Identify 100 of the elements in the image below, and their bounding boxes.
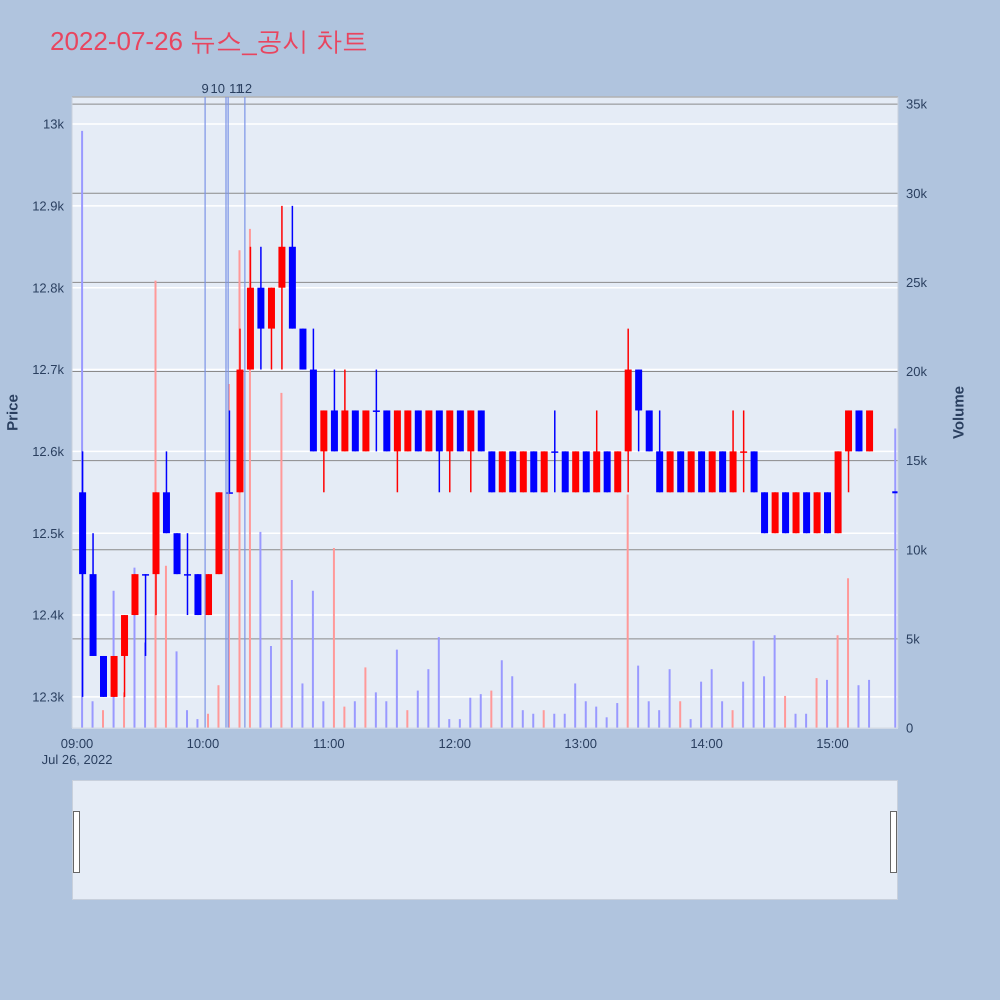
bar: [448, 719, 450, 728]
x-tick-label: 14:00: [690, 736, 723, 751]
bar: [312, 590, 314, 728]
bar: [123, 692, 126, 728]
bar: [637, 666, 640, 728]
bar: [364, 667, 366, 728]
bar: [616, 703, 618, 728]
bar: [301, 683, 304, 728]
bar: [92, 701, 94, 728]
bar: [186, 710, 188, 728]
x-tick-label: 10:00: [186, 736, 220, 751]
bar: [553, 714, 556, 728]
bar: [385, 701, 388, 728]
bar: [427, 669, 430, 728]
bar: [894, 428, 896, 728]
bar: [857, 685, 860, 728]
bar: [280, 392, 282, 728]
bar: [511, 676, 514, 728]
bar: [626, 494, 629, 728]
bar: [458, 719, 461, 728]
bar: [270, 646, 272, 728]
bar: [522, 710, 524, 728]
x-tick-label: 15:00: [816, 736, 849, 751]
candlestick: [551, 410, 558, 494]
bar: [564, 714, 566, 728]
bar: [144, 642, 146, 728]
bar: [396, 650, 398, 728]
bar: [406, 710, 408, 728]
bar: [648, 701, 650, 728]
bar: [542, 710, 545, 728]
x-tick-label: 09:00 Jul 26, 2022: [42, 736, 112, 767]
bar: [868, 680, 870, 728]
y-tick-label: 12.5k: [32, 526, 64, 541]
y2-tick-label: 30k: [906, 186, 928, 201]
bar: [690, 719, 692, 728]
bar: [469, 698, 472, 728]
bar: [826, 680, 828, 728]
bar: [710, 669, 713, 728]
bar: [732, 710, 734, 728]
y2-tick-label: 15k: [906, 453, 928, 468]
bar: [500, 660, 503, 728]
bar: [480, 694, 482, 728]
y-tick-label: 12.4k: [32, 608, 64, 623]
bar: [332, 548, 335, 728]
chart-title: 2022-07-26 뉴스_공시 차트: [50, 25, 368, 58]
y-tick-label: 13k: [43, 116, 64, 132]
candlestick: [740, 410, 748, 494]
bar: [584, 701, 587, 728]
y-tick-label: 12.7k: [32, 362, 64, 378]
annotation: 9: [201, 81, 209, 96]
y2-tick-label: 25k: [906, 274, 928, 290]
bar: [532, 714, 534, 728]
y2-tick-label: 0: [906, 720, 914, 736]
bar: [574, 683, 576, 728]
x-tick-label: 12:00: [438, 736, 472, 751]
bar: [784, 696, 786, 728]
bar: [196, 719, 198, 728]
bar: [668, 669, 671, 728]
bar: [606, 717, 608, 728]
annotation: 10: [210, 81, 225, 96]
bar: [374, 692, 377, 728]
bar: [816, 678, 818, 728]
y-axis-title: Price: [4, 394, 22, 431]
bar: [774, 635, 776, 728]
bar: [217, 685, 220, 728]
x-tick-label: 13:00: [564, 736, 597, 751]
y2-tick-label: 10k: [906, 542, 928, 558]
bar: [836, 635, 839, 728]
candlestick: [372, 368, 380, 452]
bar: [176, 651, 178, 728]
bar: [102, 710, 104, 728]
bar: [794, 714, 797, 728]
bar: [595, 706, 598, 728]
y2-axis-title: Volume: [950, 386, 968, 440]
bar: [721, 701, 724, 728]
bar: [416, 690, 419, 728]
y-tick-label: 12.9k: [32, 198, 64, 214]
x-tick-label: 11:00: [313, 736, 345, 751]
bar: [164, 566, 167, 728]
bar: [742, 682, 744, 728]
bar: [700, 682, 702, 728]
bar: [354, 701, 356, 728]
y-tick-label: 12.6k: [32, 444, 64, 459]
bar: [763, 676, 766, 728]
bar: [259, 532, 262, 728]
y2-tick-label: 20k: [906, 364, 928, 380]
bar: [847, 578, 850, 728]
y2-tick-label: 5k: [906, 631, 920, 646]
bar: [207, 714, 210, 728]
bar: [290, 580, 293, 728]
candlestick: [184, 532, 191, 616]
bar: [752, 640, 755, 728]
bar: [805, 714, 808, 728]
bar: [438, 637, 440, 728]
y-tick-label: 12.3k: [32, 690, 64, 705]
bar: [658, 710, 660, 728]
bar: [679, 701, 682, 728]
y-tick-label: 12.8k: [32, 280, 64, 296]
bar: [343, 706, 346, 728]
bar: [322, 701, 324, 728]
